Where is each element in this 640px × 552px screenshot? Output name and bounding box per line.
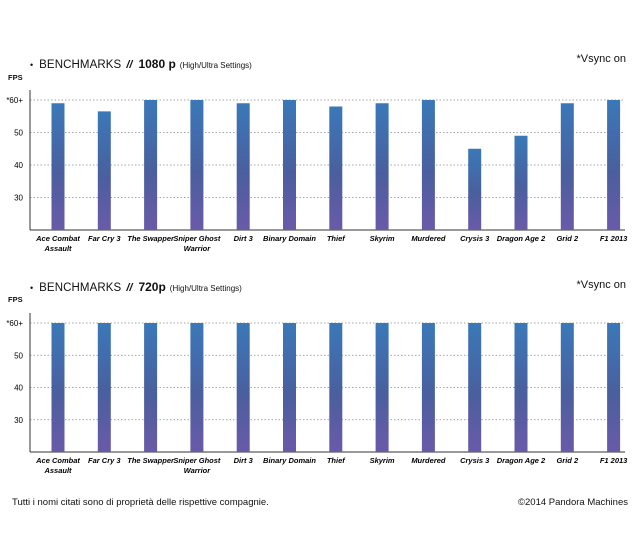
bar-murdered [421, 323, 435, 452]
bar-binary-domain [283, 323, 296, 452]
y-tick-label: 30 [14, 194, 23, 203]
bar-skyrim [375, 103, 389, 230]
title-separator: // [126, 59, 133, 71]
y-tick-label: *60+ [6, 96, 23, 105]
chart-settings: (High/Ultra Settings) [169, 284, 242, 293]
vsync-note: *Vsync on [576, 53, 626, 65]
x-tick-label: Binary Domain [263, 234, 316, 243]
bar-dragon-age-2 [514, 135, 528, 230]
x-tick-label: Thief [327, 234, 346, 243]
y-axis-label: FPS [8, 73, 23, 82]
x-tick-label: Far Cry 3 [88, 456, 121, 465]
bar-thief [329, 323, 343, 452]
x-tick-label: Murdered [411, 456, 446, 465]
x-tick-label: The Swapper [127, 234, 175, 243]
x-tick-label: Dragon Age 2 [497, 234, 546, 243]
x-tick-label: F1 2013 [600, 456, 628, 465]
title-separator: // [126, 282, 133, 294]
bar-crysis-3 [468, 148, 482, 230]
bar-dirt-3 [236, 323, 250, 452]
x-tick-label: Thief [327, 456, 346, 465]
x-tick-label: Skyrim [370, 456, 395, 465]
x-tick-label: Sniper Ghost Warrior [173, 234, 221, 253]
chart-title: BENCHMARKS [39, 282, 122, 294]
chart-title: BENCHMARKS [39, 59, 122, 71]
x-tick-label: The Swapper [127, 456, 175, 465]
x-tick-label: Dragon Age 2 [497, 456, 546, 465]
bar-chart-1080p: 30 40 50 *60+ Ace Combat Assault Far Cry 3 The … [6, 90, 628, 253]
bar-sniper-ghost-warrior [190, 323, 204, 452]
bar-sniper-ghost-warrior [190, 100, 204, 230]
bar-grid-2 [560, 323, 574, 452]
x-tick-label: Sniper Ghost Warrior [173, 456, 221, 475]
x-tick-label: F1 2013 [600, 234, 628, 243]
y-tick-label: 50 [14, 129, 23, 138]
y-tick-label: 30 [14, 416, 23, 425]
bar-far-cry-3 [97, 111, 111, 230]
bar-crysis-3 [468, 323, 482, 452]
bar-the-swapper [144, 100, 158, 230]
vsync-note: *Vsync on [576, 279, 626, 291]
bullet-icon: • [30, 60, 34, 70]
bar-skyrim [375, 323, 389, 452]
x-tick-label: Crysis 3 [460, 456, 490, 465]
bar-f1-2013 [607, 100, 621, 230]
footer-copyright: ©2014 Pandora Machines [518, 497, 628, 508]
y-tick-label: 40 [14, 161, 23, 170]
y-tick-label: 50 [14, 351, 23, 360]
bar-binary-domain [283, 100, 296, 230]
chart-header: • BENCHMARKS // 1080 p (High/Ultra Settings) [30, 57, 252, 71]
x-tick-label: Murdered [411, 234, 446, 243]
bullet-icon: • [30, 283, 34, 293]
x-tick-label: Ace Combat Assault [35, 234, 80, 253]
x-tick-label: Grid 2 [556, 456, 579, 465]
chart-resolution: 720p [138, 280, 166, 294]
bar-chart-720p: 30 40 50 *60+ Ace Combat Assault Far Cry 3 The … [6, 313, 628, 475]
chart-settings: (High/Ultra Settings) [179, 61, 252, 70]
bar-ace-combat-assault [51, 103, 65, 230]
x-tick-label: Dirt 3 [234, 456, 254, 465]
x-tick-label: Far Cry 3 [88, 234, 121, 243]
bar-far-cry-3 [97, 323, 111, 452]
x-tick-label: Dirt 3 [234, 234, 254, 243]
y-tick-label: *60+ [6, 319, 23, 328]
y-tick-label: 40 [14, 384, 23, 393]
footer-disclaimer: Tutti i nomi citati sono di proprietà de… [12, 497, 269, 508]
bar-dragon-age-2 [514, 323, 528, 452]
x-tick-label: Ace Combat Assault [35, 456, 80, 475]
bar-f1-2013 [607, 323, 621, 452]
chart-header: • BENCHMARKS // 720p (High/Ultra Settings) [30, 280, 242, 294]
chart-resolution: 1080 p [138, 57, 176, 71]
bar-grid-2 [560, 103, 574, 230]
bar-murdered [421, 100, 435, 230]
x-tick-label: Crysis 3 [460, 234, 490, 243]
bar-ace-combat-assault [51, 323, 65, 452]
x-tick-label: Skyrim [370, 234, 395, 243]
x-tick-label: Binary Domain [263, 456, 316, 465]
bar-thief [329, 106, 343, 230]
x-tick-label: Grid 2 [556, 234, 579, 243]
y-axis-label: FPS [8, 295, 23, 304]
bar-the-swapper [144, 323, 158, 452]
bar-dirt-3 [236, 103, 250, 230]
